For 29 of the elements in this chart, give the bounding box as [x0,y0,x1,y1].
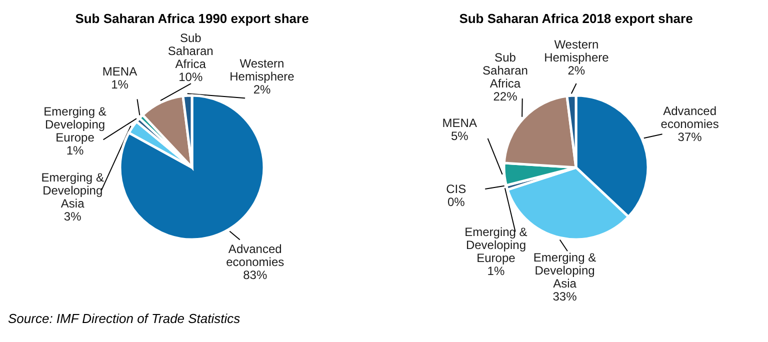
data-label: 2% [568,64,586,78]
data-label: 37% [678,130,702,144]
data-label: 5% [450,129,469,144]
slice-label: Advanced economies [226,242,284,270]
data-label: 3% [64,210,82,224]
data-label: 1% [487,264,505,278]
data-label: 1% [66,144,84,158]
slice-label: MENA [102,64,138,79]
slice-label: Advanced economies [660,104,719,131]
legend-label: CIS [446,182,466,196]
data-label: 2% [253,82,271,97]
slice-label: Western Hemisphere [544,38,610,64]
slice-label: Emerging & Developing Europe [464,225,528,266]
data-label: 22% [493,90,518,104]
text: 0% [447,195,465,210]
slice-label: Sub Saharan Africa [168,31,214,72]
chart-title: Sub Saharan Africa 2018 export share [459,11,693,26]
slice-label: Western Hemisphere [230,56,295,84]
slice-label: Emerging & Developing Asia [41,170,104,211]
data-label: 1% [111,78,129,92]
slice-label: Sub Saharan Africa [482,50,528,91]
slice-label: MENA [442,116,477,130]
slice-label: Emerging & Developing Asia [533,250,596,291]
slice-label: Emerging & Developing Europe [44,104,106,145]
data-label: 33% [552,290,578,304]
source-note: Source: IMF Direction of Trade Statistics [8,311,242,326]
data-label: 83% [243,268,268,282]
data-label: 10% [178,70,203,84]
chart-title: Sub Saharan Africa 1990 export share [75,11,309,26]
